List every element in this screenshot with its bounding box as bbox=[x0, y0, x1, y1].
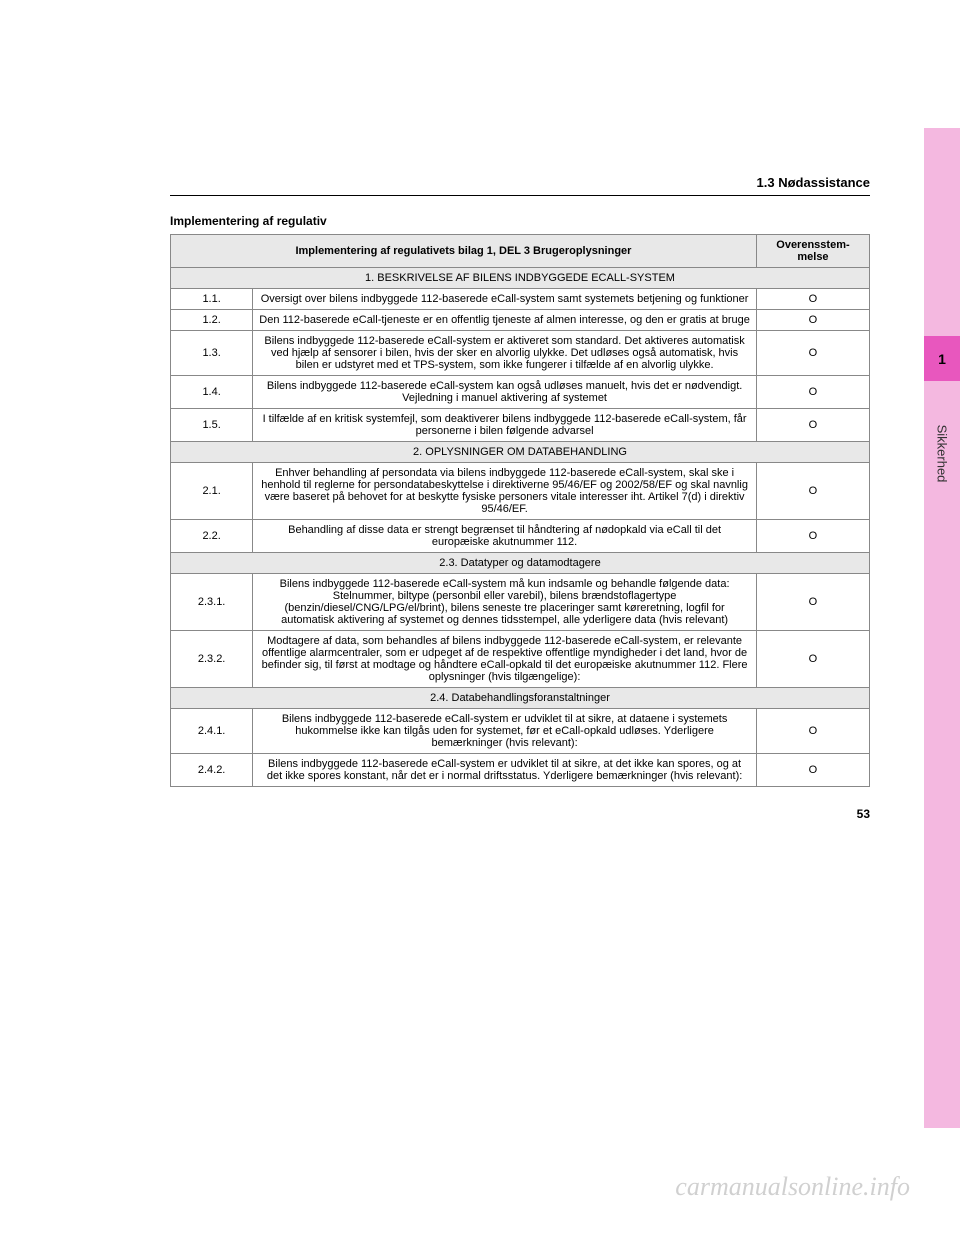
section-cell: 2. OPLYSNINGER OM DATABEHANDLING bbox=[171, 442, 870, 463]
comp-cell: O bbox=[756, 310, 869, 331]
table-row: 1.5.I tilfælde af en kritisk systemfejl,… bbox=[171, 409, 870, 442]
table-row: 1.1.Oversigt over bilens indbyggede 112-… bbox=[171, 289, 870, 310]
sidebar-chapter-tab: 1 bbox=[924, 336, 960, 381]
table-header-left: Implementering af regulativets bilag 1, … bbox=[171, 235, 757, 268]
sidebar-chapter-label: Sikkerhed bbox=[924, 393, 960, 513]
comp-cell: O bbox=[756, 463, 869, 520]
num-cell: 2.3.1. bbox=[171, 574, 253, 631]
table-row: 2.4. Databehandlingsforanstaltninger bbox=[171, 688, 870, 709]
section-cell: 2.3. Datatyper og datamodtagere bbox=[171, 553, 870, 574]
table-row: 1. BESKRIVELSE AF BILENS INDBYGGEDE ECAL… bbox=[171, 268, 870, 289]
desc-cell: I tilfælde af en kritisk systemfejl, som… bbox=[253, 409, 757, 442]
num-cell: 1.1. bbox=[171, 289, 253, 310]
page-number: 53 bbox=[170, 807, 870, 821]
table-row: 2.3.1.Bilens indbyggede 112-baserede eCa… bbox=[171, 574, 870, 631]
table-row: 2.2.Behandling af disse data er strengt … bbox=[171, 520, 870, 553]
chapter-number: 1 bbox=[938, 351, 946, 367]
page-content: 1.3 Nødassistance Implementering af regu… bbox=[170, 175, 870, 821]
num-cell: 2.4.2. bbox=[171, 754, 253, 787]
table-row: 2. OPLYSNINGER OM DATABEHANDLING bbox=[171, 442, 870, 463]
num-cell: 1.5. bbox=[171, 409, 253, 442]
subtitle: Implementering af regulativ bbox=[170, 214, 870, 228]
section-cell: 1. BESKRIVELSE AF BILENS INDBYGGEDE ECAL… bbox=[171, 268, 870, 289]
desc-cell: Behandling af disse data er strengt begr… bbox=[253, 520, 757, 553]
num-cell: 1.2. bbox=[171, 310, 253, 331]
num-cell: 2.3.2. bbox=[171, 631, 253, 688]
table-row: 2.1.Enhver behandling af persondata via … bbox=[171, 463, 870, 520]
table-row: 1.4.Bilens indbyggede 112-baserede eCall… bbox=[171, 376, 870, 409]
comp-cell: O bbox=[756, 709, 869, 754]
desc-cell: Bilens indbyggede 112-baserede eCall-sys… bbox=[253, 331, 757, 376]
regulation-table: Implementering af regulativets bilag 1, … bbox=[170, 234, 870, 787]
desc-cell: Oversigt over bilens indbyggede 112-base… bbox=[253, 289, 757, 310]
desc-cell: Modtagere af data, som behandles af bile… bbox=[253, 631, 757, 688]
comp-cell: O bbox=[756, 574, 869, 631]
desc-cell: Bilens indbyggede 112-baserede eCall-sys… bbox=[253, 709, 757, 754]
comp-cell: O bbox=[756, 754, 869, 787]
table-row: 1.3.Bilens indbyggede 112-baserede eCall… bbox=[171, 331, 870, 376]
num-cell: 1.4. bbox=[171, 376, 253, 409]
num-cell: 1.3. bbox=[171, 331, 253, 376]
desc-cell: Enhver behandling af persondata via bile… bbox=[253, 463, 757, 520]
watermark: carmanualsonline.info bbox=[675, 1172, 910, 1202]
comp-cell: O bbox=[756, 331, 869, 376]
num-cell: 2.4.1. bbox=[171, 709, 253, 754]
comp-cell: O bbox=[756, 289, 869, 310]
table-body: 1. BESKRIVELSE AF BILENS INDBYGGEDE ECAL… bbox=[171, 268, 870, 787]
section-header: 1.3 Nødassistance bbox=[170, 175, 870, 196]
chapter-label-text: Sikkerhed bbox=[935, 424, 950, 482]
table-row: 1.2.Den 112-baserede eCall-tjeneste er e… bbox=[171, 310, 870, 331]
desc-cell: Den 112-baserede eCall-tjeneste er en of… bbox=[253, 310, 757, 331]
table-row: 2.4.2.Bilens indbyggede 112-baserede eCa… bbox=[171, 754, 870, 787]
comp-cell: O bbox=[756, 631, 869, 688]
num-cell: 2.2. bbox=[171, 520, 253, 553]
table-row: 2.4.1.Bilens indbyggede 112-baserede eCa… bbox=[171, 709, 870, 754]
desc-cell: Bilens indbyggede 112-baserede eCall-sys… bbox=[253, 754, 757, 787]
table-row: 2.3.2.Modtagere af data, som behandles a… bbox=[171, 631, 870, 688]
desc-cell: Bilens indbyggede 112-baserede eCall-sys… bbox=[253, 376, 757, 409]
section-cell: 2.4. Databehandlingsforanstaltninger bbox=[171, 688, 870, 709]
desc-cell: Bilens indbyggede 112-baserede eCall-sys… bbox=[253, 574, 757, 631]
sidebar-outer-tab bbox=[924, 128, 960, 1128]
comp-cell: O bbox=[756, 409, 869, 442]
comp-cell: O bbox=[756, 376, 869, 409]
num-cell: 2.1. bbox=[171, 463, 253, 520]
table-header-right: Overensstem-melse bbox=[756, 235, 869, 268]
table-row: 2.3. Datatyper og datamodtagere bbox=[171, 553, 870, 574]
comp-cell: O bbox=[756, 520, 869, 553]
